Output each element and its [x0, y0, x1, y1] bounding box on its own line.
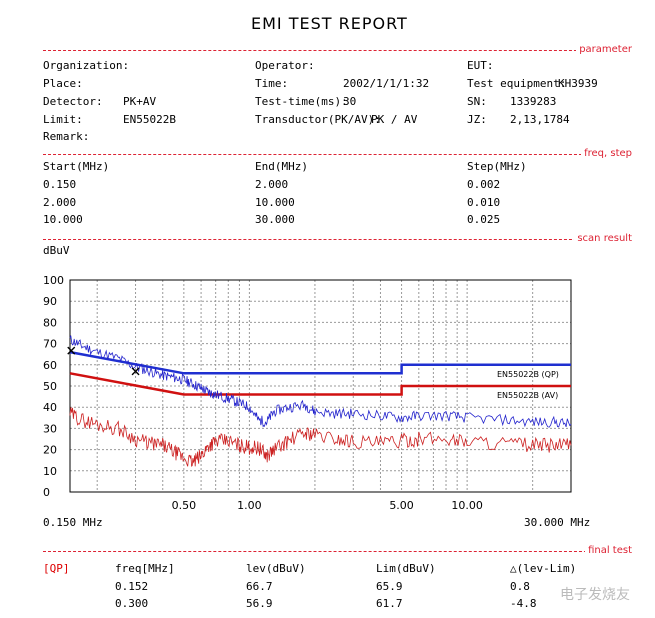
transductor-value: PK / AV: [371, 113, 418, 126]
final-cell: -4.8: [510, 597, 537, 610]
freq-header-start: Start(MHz): [43, 160, 110, 173]
freq-cell: 0.150: [43, 178, 77, 191]
final-cell: 61.7: [376, 597, 403, 610]
y-axis-unit-label: dBuV: [43, 244, 70, 257]
y-tick-label: 0: [43, 486, 50, 499]
limit-line-label: EN55022B (QP): [497, 370, 559, 379]
measurement-trace: [69, 335, 572, 428]
testtime-value: 30: [343, 95, 357, 108]
organization-label: Organization:: [43, 59, 130, 72]
y-tick-label: 30: [43, 422, 57, 435]
final-cell: 0.300: [115, 597, 149, 610]
scan-result-divider: [43, 239, 597, 240]
final-test-divider: [43, 551, 597, 552]
parameter-divider: [43, 50, 597, 51]
freq-cell: 30.000: [255, 213, 295, 226]
y-tick-label: 60: [43, 359, 57, 372]
y-tick-label: 20: [43, 444, 57, 457]
final-cell: 0.8: [510, 580, 530, 593]
detector-value: PK+AV: [123, 95, 157, 108]
report-title: EMI TEST REPORT: [251, 14, 408, 33]
final-test-marker: [131, 367, 140, 376]
operator-label: Operator:: [255, 59, 315, 72]
limit-line-label: EN55022B (AV): [497, 391, 558, 400]
scan-result-section-label: scan result: [574, 233, 632, 244]
freq-step-section-label: freq, step: [581, 148, 632, 159]
final-test-mode: [QP]: [43, 562, 70, 575]
equipment-label: Test equipment:: [467, 77, 567, 90]
freq-header-end: End(MHz): [255, 160, 308, 173]
final-cell: 66.7: [246, 580, 273, 593]
final-cell: 56.9: [246, 597, 273, 610]
time-label: Time:: [255, 77, 289, 90]
parameter-section-label: parameter: [576, 44, 632, 55]
freq-cell: 0.010: [467, 196, 501, 209]
equipment-value: KH3939: [558, 77, 598, 90]
time-value: 2002/1/1/1:32: [343, 77, 430, 90]
final-header-lev: lev(dBuV): [246, 562, 306, 575]
freq-cell: 2.000: [43, 196, 77, 209]
final-header-delta: △(lev-Lim): [510, 562, 577, 575]
jz-value: 2,13,1784: [510, 113, 570, 126]
y-tick-label: 50: [43, 380, 57, 393]
x-start-label: 0.150 MHz: [43, 516, 103, 529]
final-cell: 0.152: [115, 580, 149, 593]
sn-value: 1339283: [510, 95, 557, 108]
freq-cell: 10.000: [43, 213, 83, 226]
limit-line: [69, 372, 571, 396]
x-tick-label: 0.50: [172, 499, 197, 512]
freq-cell: 0.025: [467, 213, 501, 226]
final-test-section-label: final test: [585, 545, 632, 556]
freq-cell: 2.000: [255, 178, 289, 191]
y-tick-label: 80: [43, 316, 57, 329]
y-tick-label: 70: [43, 338, 57, 351]
testtime-label: Test-time(ms):: [255, 95, 348, 108]
place-label: Place:: [43, 77, 83, 90]
x-tick-label: 10.00: [451, 499, 483, 512]
final-header-freq: freq[MHz]: [115, 562, 175, 575]
freq-cell: 10.000: [255, 196, 295, 209]
x-end-label: 30.000 MHz: [524, 516, 591, 529]
transductor-label: Transductor(PK/AV):: [255, 113, 381, 126]
final-cell: 65.9: [376, 580, 403, 593]
limit-value: EN55022B: [123, 113, 176, 126]
x-tick-label: 1.00: [237, 499, 262, 512]
y-tick-label: 100: [43, 274, 64, 287]
detector-label: Detector:: [43, 95, 103, 108]
final-header-lim: Lim(dBuV): [376, 562, 436, 575]
remark-label: Remark:: [43, 130, 90, 143]
y-tick-label: 90: [43, 295, 57, 308]
x-tick-label: 5.00: [389, 499, 414, 512]
y-tick-label: 10: [43, 465, 57, 478]
limit-label: Limit:: [43, 113, 83, 126]
jz-label: JZ:: [467, 113, 487, 126]
y-tick-label: 40: [43, 401, 57, 414]
sn-label: SN:: [467, 95, 487, 108]
freq-step-divider: [43, 154, 597, 155]
measurement-trace: [69, 407, 572, 467]
freq-header-step: Step(MHz): [467, 160, 527, 173]
watermark-logo: 电子发烧友: [560, 587, 630, 603]
limit-line: [69, 350, 571, 375]
eut-label: EUT:: [467, 59, 494, 72]
final-test-marker: [67, 346, 76, 355]
freq-cell: 0.002: [467, 178, 501, 191]
